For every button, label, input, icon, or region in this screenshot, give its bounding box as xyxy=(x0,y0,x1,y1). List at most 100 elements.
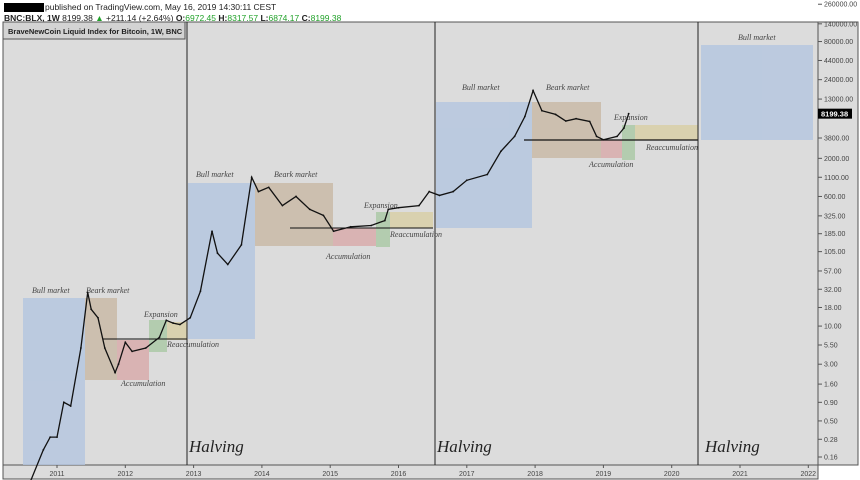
bear-label: Beark market xyxy=(546,83,590,92)
price-point xyxy=(69,405,72,407)
close-value: 8199.38 xyxy=(310,13,342,23)
plot-area[interactable] xyxy=(2,21,819,466)
price-point xyxy=(622,127,625,129)
bull-zone xyxy=(23,298,85,465)
y-tick-label: 325.00 xyxy=(824,213,846,220)
price-point xyxy=(588,120,591,123)
price-point xyxy=(124,341,127,344)
y-tick-label: 18.00 xyxy=(824,305,842,312)
price-point xyxy=(240,243,243,246)
reaccumulation-zone xyxy=(167,322,187,340)
y-tick-label: 13000.00 xyxy=(824,97,853,104)
price-point xyxy=(267,186,270,189)
bull-label: Bull market xyxy=(32,286,70,295)
price-point xyxy=(216,252,219,255)
price-point xyxy=(541,109,543,112)
accumulation-zone xyxy=(333,228,376,246)
y-tick-label: 185.00 xyxy=(824,231,846,238)
last-price: 8199.38 xyxy=(62,13,93,23)
accumulation-zone xyxy=(601,140,622,158)
high-label: H: xyxy=(218,13,228,23)
halving-label: Halving xyxy=(436,437,492,456)
price-point xyxy=(513,135,516,138)
price-point xyxy=(114,371,116,374)
price-point xyxy=(144,347,147,349)
low-value: 6874.17 xyxy=(268,13,300,23)
published-text: published on TradingView.com, May 16, 20… xyxy=(45,2,277,12)
price-point xyxy=(281,204,284,207)
high-value: 8317.57 xyxy=(227,13,259,23)
price-point xyxy=(595,135,598,138)
expansion-label: Expansion xyxy=(363,201,398,210)
y-tick-label: 32.00 xyxy=(824,287,842,294)
price-point xyxy=(211,230,213,233)
expansion-zone xyxy=(622,125,635,160)
reaccumulation-label: Reaccumulation xyxy=(645,143,698,152)
bear-label: Beark market xyxy=(274,170,318,179)
price-point xyxy=(103,347,106,349)
price-point xyxy=(80,347,82,349)
price-point xyxy=(308,208,311,211)
bull-label: Bull market xyxy=(738,33,776,42)
price-point xyxy=(428,190,431,193)
y-tick-label: 10.00 xyxy=(824,324,842,331)
x-tick-label: 2011 xyxy=(49,471,64,478)
bull-label: Bull market xyxy=(196,170,234,179)
close-label: C: xyxy=(301,13,311,23)
y-tick-label: 24000.00 xyxy=(824,77,853,84)
x-tick-label: 2020 xyxy=(664,471,680,478)
price-point xyxy=(322,214,325,217)
price-point xyxy=(179,323,181,326)
price-point xyxy=(131,350,134,353)
price-point xyxy=(117,363,120,366)
x-tick-label: 2013 xyxy=(186,471,202,478)
price-point xyxy=(189,316,192,319)
price-point xyxy=(370,224,373,227)
bull-zone xyxy=(436,102,532,228)
y-tick-label: 0.90 xyxy=(824,400,838,407)
x-tick-label: 2015 xyxy=(322,471,338,478)
x-tick-label: 2022 xyxy=(801,471,817,478)
time-axis[interactable] xyxy=(2,464,819,480)
redacted-author xyxy=(4,3,44,13)
price-point xyxy=(97,316,99,319)
price-point xyxy=(397,206,400,209)
price-axis[interactable] xyxy=(817,21,859,466)
price-point xyxy=(452,190,455,193)
price-point xyxy=(575,117,577,120)
bull-zone xyxy=(188,183,255,339)
y-tick-label: 44000.00 xyxy=(824,58,853,65)
price-point xyxy=(295,195,297,198)
published-line: published on TradingView.com, May 16, 20… xyxy=(4,2,277,13)
price-point xyxy=(554,113,557,116)
y-tick-label: 600.00 xyxy=(824,194,846,201)
price-point xyxy=(564,120,567,122)
accumulation-zone xyxy=(117,340,149,380)
low-label: L: xyxy=(260,13,269,23)
price-point xyxy=(199,290,202,293)
price-point xyxy=(602,138,605,141)
y-tick-label: 3.00 xyxy=(824,362,838,369)
price-point xyxy=(226,263,229,266)
x-tick-label: 2021 xyxy=(732,471,748,478)
price-point xyxy=(387,208,390,211)
open-label: O: xyxy=(175,13,186,23)
price-point xyxy=(349,225,352,228)
x-tick-label: 2014 xyxy=(254,471,270,478)
x-tick-label: 2016 xyxy=(391,471,407,478)
price-point xyxy=(49,436,52,438)
x-tick-label: 2012 xyxy=(118,471,134,478)
y-tick-label: 1100.00 xyxy=(824,175,849,182)
price-point xyxy=(158,336,161,339)
reaccumulation-label: Reaccumulation xyxy=(166,340,219,349)
price-point xyxy=(418,204,420,207)
reaccumulation-zone xyxy=(390,212,433,228)
y-tick-label: 140000.00 xyxy=(824,21,857,28)
reaccumulation-label: Reaccumulation xyxy=(389,230,442,239)
price-point xyxy=(438,194,441,197)
chart-title: BraveNewCoin Liquid Index for Bitcoin, 1… xyxy=(8,27,183,36)
y-tick-label: 105.00 xyxy=(824,249,846,256)
y-tick-label: 0.28 xyxy=(824,437,838,444)
title-box xyxy=(2,21,186,40)
